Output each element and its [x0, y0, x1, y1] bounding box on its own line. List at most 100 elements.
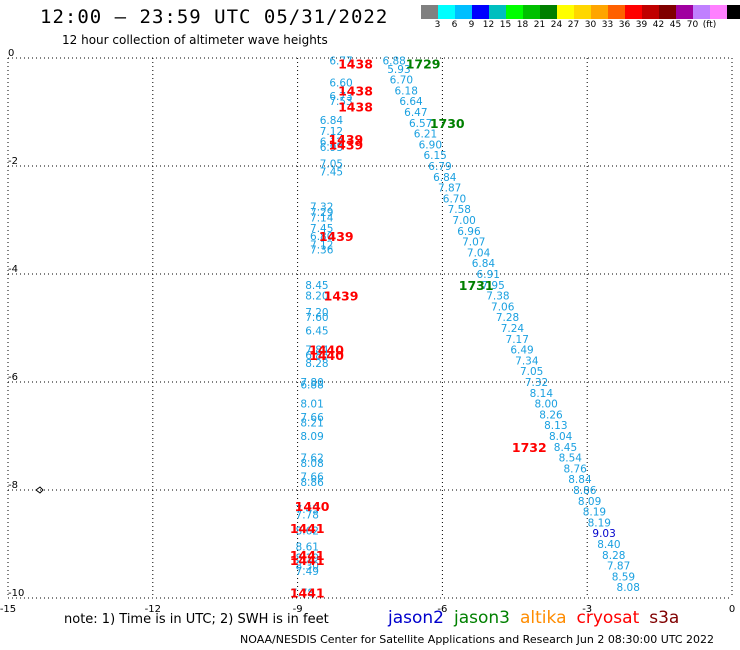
coastline-mark [35, 486, 44, 494]
wave-height-value: 8.04 [549, 431, 573, 443]
wave-height-value: 7.28 [496, 312, 519, 324]
legend-swatch [489, 5, 506, 19]
wave-height-value: 8.86 [300, 477, 324, 489]
time-label: 1440 [309, 343, 344, 358]
satellite-cryosat: cryosat [576, 608, 640, 628]
legend-swatch [591, 5, 608, 19]
x-tick-label: -9 [293, 604, 303, 615]
wave-height-value: 8.09 [300, 431, 323, 443]
wave-height-value: 7.49 [296, 566, 319, 578]
wave-height-value: 6.15 [423, 150, 446, 162]
time-label: 1440 [309, 348, 344, 363]
footer-credit: NOAA/NESDIS Center for Satellite Applica… [240, 633, 715, 646]
x-tick-label: 0 [729, 604, 735, 615]
wave-height-value: 8.21 [300, 418, 323, 430]
wave-height-value: 8.45 [554, 442, 577, 454]
legend-swatch [438, 5, 455, 19]
wave-height-value: 8.76 [563, 463, 587, 475]
time-label: 1441 [290, 553, 325, 568]
x-tick-label: -12 [145, 604, 161, 615]
wave-height-value: 8.01 [300, 399, 323, 411]
wave-height-value: 7.62 [300, 453, 323, 465]
wave-height-value: 9.03 [592, 528, 615, 540]
wave-height-value: 7.45 [320, 166, 343, 178]
wave-height-value: 7.87 [438, 183, 461, 195]
legend-label: 12 [482, 20, 495, 30]
y-tick-label: -8 [8, 480, 18, 491]
y-tick-label: -6 [8, 372, 18, 383]
wave-height-value: 7.38 [486, 291, 509, 303]
wave-height-value: 6.70 [390, 75, 413, 87]
wave-height-value: 7.32 [310, 202, 333, 214]
wave-height-value: 6.80 [310, 231, 333, 243]
wave-height-value: 7.60 [305, 312, 328, 324]
legend-swatch [472, 5, 489, 19]
wave-height-value: 8.00 [534, 399, 557, 411]
wave-height-value: 8.13 [544, 420, 567, 432]
time-label: 1441 [290, 548, 325, 563]
legend-swatch [523, 5, 540, 19]
color-legend: 3 6 9 12 15 18 21 24 27 30 33 36 39 42 45 70 (ft) [421, 5, 740, 33]
legend-label: 6 [451, 20, 458, 30]
wave-height-value: 7.66 [300, 412, 324, 424]
wave-height-value: 6.64 [399, 96, 423, 108]
wave-height-value: 6.91 [477, 269, 500, 281]
y-tick-label: -4 [8, 264, 18, 275]
wave-height-value: 6.84 [472, 258, 496, 270]
legend-swatch [727, 5, 740, 19]
wave-height-value: 7.66 [300, 472, 324, 484]
legend-label: 33 [601, 20, 614, 30]
wave-height-value: 6.77 [329, 56, 352, 68]
wave-height-value: 8.40 [597, 539, 620, 551]
wave-height-value: 6.88 [382, 56, 405, 68]
time-label: 1440 [295, 499, 330, 514]
wave-height-value: 7.04 [467, 247, 491, 259]
wave-height-value: 8.84 [568, 474, 592, 486]
legend-label: 36 [618, 20, 631, 30]
wave-height-value: 8.54 [559, 453, 583, 465]
legend-swatch [693, 5, 710, 19]
wave-height-value: 7.12 [320, 126, 343, 138]
wave-height-value: 7.45 [310, 223, 333, 235]
wave-height-value: 8.09 [578, 496, 601, 508]
wave-height-value: 6.88 [300, 380, 323, 392]
wave-height-value: 7.95 [481, 280, 504, 292]
time-label: 1441 [290, 521, 325, 536]
wave-height-value: 8.28 [305, 358, 328, 370]
wave-height-value: 7.07 [462, 237, 485, 249]
satellite-s3a: s3a [649, 608, 680, 628]
wave-height-value: 7.20 [305, 307, 328, 319]
wave-height-value: 7.36 [310, 245, 334, 257]
time-label: 1438 [338, 100, 373, 115]
time-label: 1439 [324, 289, 359, 304]
wave-height-value: 8.86 [573, 485, 597, 497]
wave-height-value: 8.19 [588, 517, 611, 529]
time-label: 1441 [290, 586, 325, 601]
satellite-jason2: jason2 [388, 608, 444, 628]
time-label: 1438 [338, 56, 373, 71]
wave-height-value: 6.45 [305, 326, 328, 338]
time-label: 1439 [328, 137, 363, 152]
legend-swatch [608, 5, 625, 19]
legend-label: 21 [533, 20, 546, 30]
legend-swatch [659, 5, 676, 19]
legend-swatch [506, 5, 523, 19]
wave-height-value: 7.06 [491, 301, 515, 313]
legend-label: 30 [584, 20, 597, 30]
wave-height-value: 6.73 [329, 91, 352, 103]
wave-height-value: 6.86 [305, 350, 329, 362]
wave-height-value: 8.45 [305, 280, 328, 292]
legend-swatch [676, 5, 693, 19]
wave-height-value: 6.60 [329, 77, 352, 89]
time-label: 1730 [430, 116, 465, 131]
satellite-altika: altika [520, 608, 567, 628]
page-subtitle: 12 hour collection of altimeter wave hei… [62, 33, 328, 47]
legend-label: 18 [516, 20, 529, 30]
wave-height-value: 8.20 [305, 291, 328, 303]
wave-height-value: 7.58 [448, 204, 471, 216]
legend-swatch [455, 5, 472, 19]
wave-height-value: 7.84 [305, 345, 329, 357]
wave-height-value: 8.61 [296, 542, 319, 554]
wave-height-value: 6.79 [428, 161, 451, 173]
wave-height-value: 7.53 [329, 96, 352, 108]
